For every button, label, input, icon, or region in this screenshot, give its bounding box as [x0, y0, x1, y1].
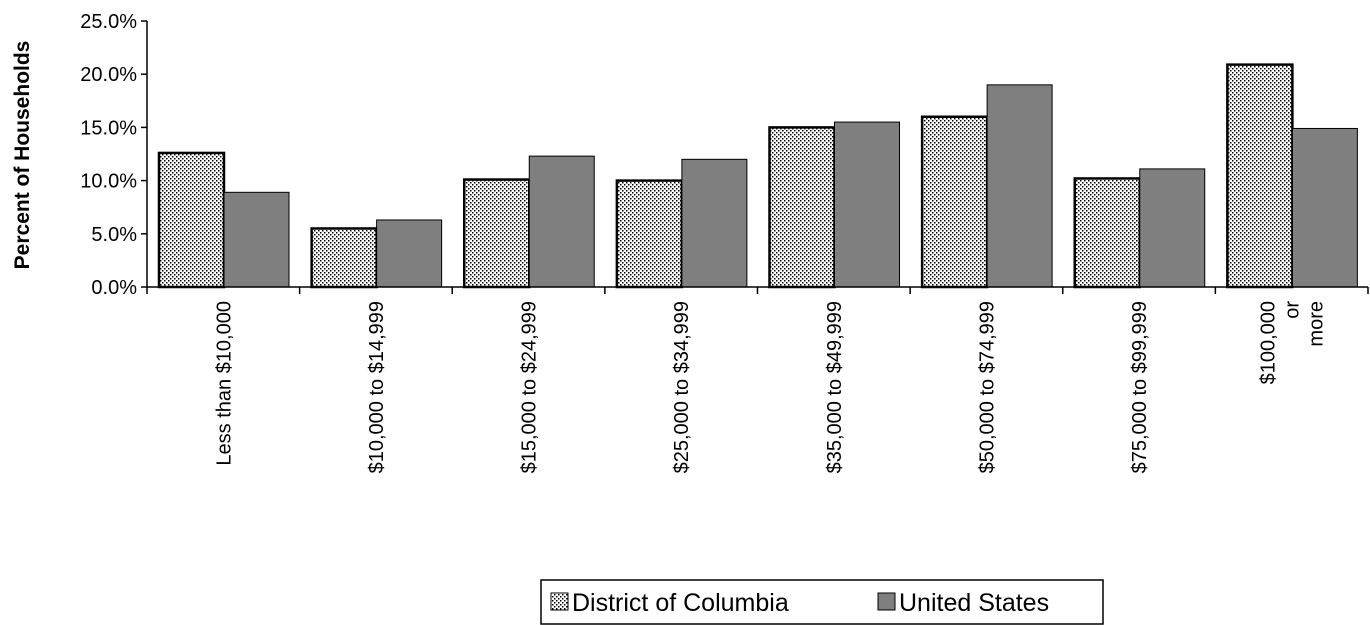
- y-tick-label: 25.0%: [80, 11, 137, 33]
- category-label: $25,000 to $34,999: [671, 301, 693, 473]
- bar-united-states: [681, 158, 748, 288]
- bar-district-of-columbia: [310, 227, 378, 289]
- bar-united-states: [986, 84, 1053, 288]
- bar-united-states: [376, 219, 443, 288]
- y-tick-label: 20.0%: [80, 64, 137, 86]
- category-label: or: [1282, 301, 1304, 319]
- legend-swatch: [877, 592, 896, 611]
- category-label: Less than $10,000: [213, 301, 235, 466]
- category-label: $15,000 to $24,999: [519, 301, 541, 473]
- category-label: $100,000: [1258, 301, 1280, 384]
- legend-label: United States: [899, 589, 1049, 617]
- legend-swatch: [550, 592, 569, 611]
- category-label: $50,000 to $74,999: [976, 301, 998, 473]
- bar-district-of-columbia: [615, 179, 684, 289]
- bar-united-states: [834, 121, 900, 288]
- legend: District of Columbia United States: [540, 579, 1104, 625]
- y-tick-label: 10.0%: [80, 171, 137, 193]
- category-label: more: [1306, 301, 1328, 347]
- bar-district-of-columbia: [768, 126, 836, 289]
- legend-box: [540, 579, 1104, 625]
- y-tick-label: 5.0%: [91, 224, 137, 246]
- bar-district-of-columbia: [157, 151, 226, 289]
- bar-united-states: [1139, 168, 1206, 288]
- bar-united-states: [1291, 127, 1358, 288]
- x-axis: Less than $10,000 $10,000 to $14,999 $15,0…: [146, 286, 1369, 473]
- bar-district-of-columbia: [463, 178, 531, 289]
- legend-label: District of Columbia: [572, 589, 789, 617]
- bars: [157, 63, 1358, 289]
- bar-district-of-columbia: [1226, 63, 1294, 289]
- category-label: $35,000 to $49,999: [824, 301, 846, 473]
- y-axis-label: Percent of Households: [11, 41, 34, 270]
- y-axis: 0.0% 5.0% 10.0% 15.0% 20.0% 25.0%: [80, 11, 148, 299]
- y-tick-label: 0.0%: [91, 277, 137, 299]
- bar-united-states: [528, 155, 595, 288]
- y-tick-label: 15.0%: [80, 117, 137, 139]
- category-label: $10,000 to $14,999: [366, 301, 388, 473]
- bar-district-of-columbia: [920, 115, 989, 289]
- category-label: $75,000 to $99,999: [1129, 301, 1151, 473]
- bar-united-states: [223, 191, 290, 288]
- bar-district-of-columbia: [1073, 177, 1141, 289]
